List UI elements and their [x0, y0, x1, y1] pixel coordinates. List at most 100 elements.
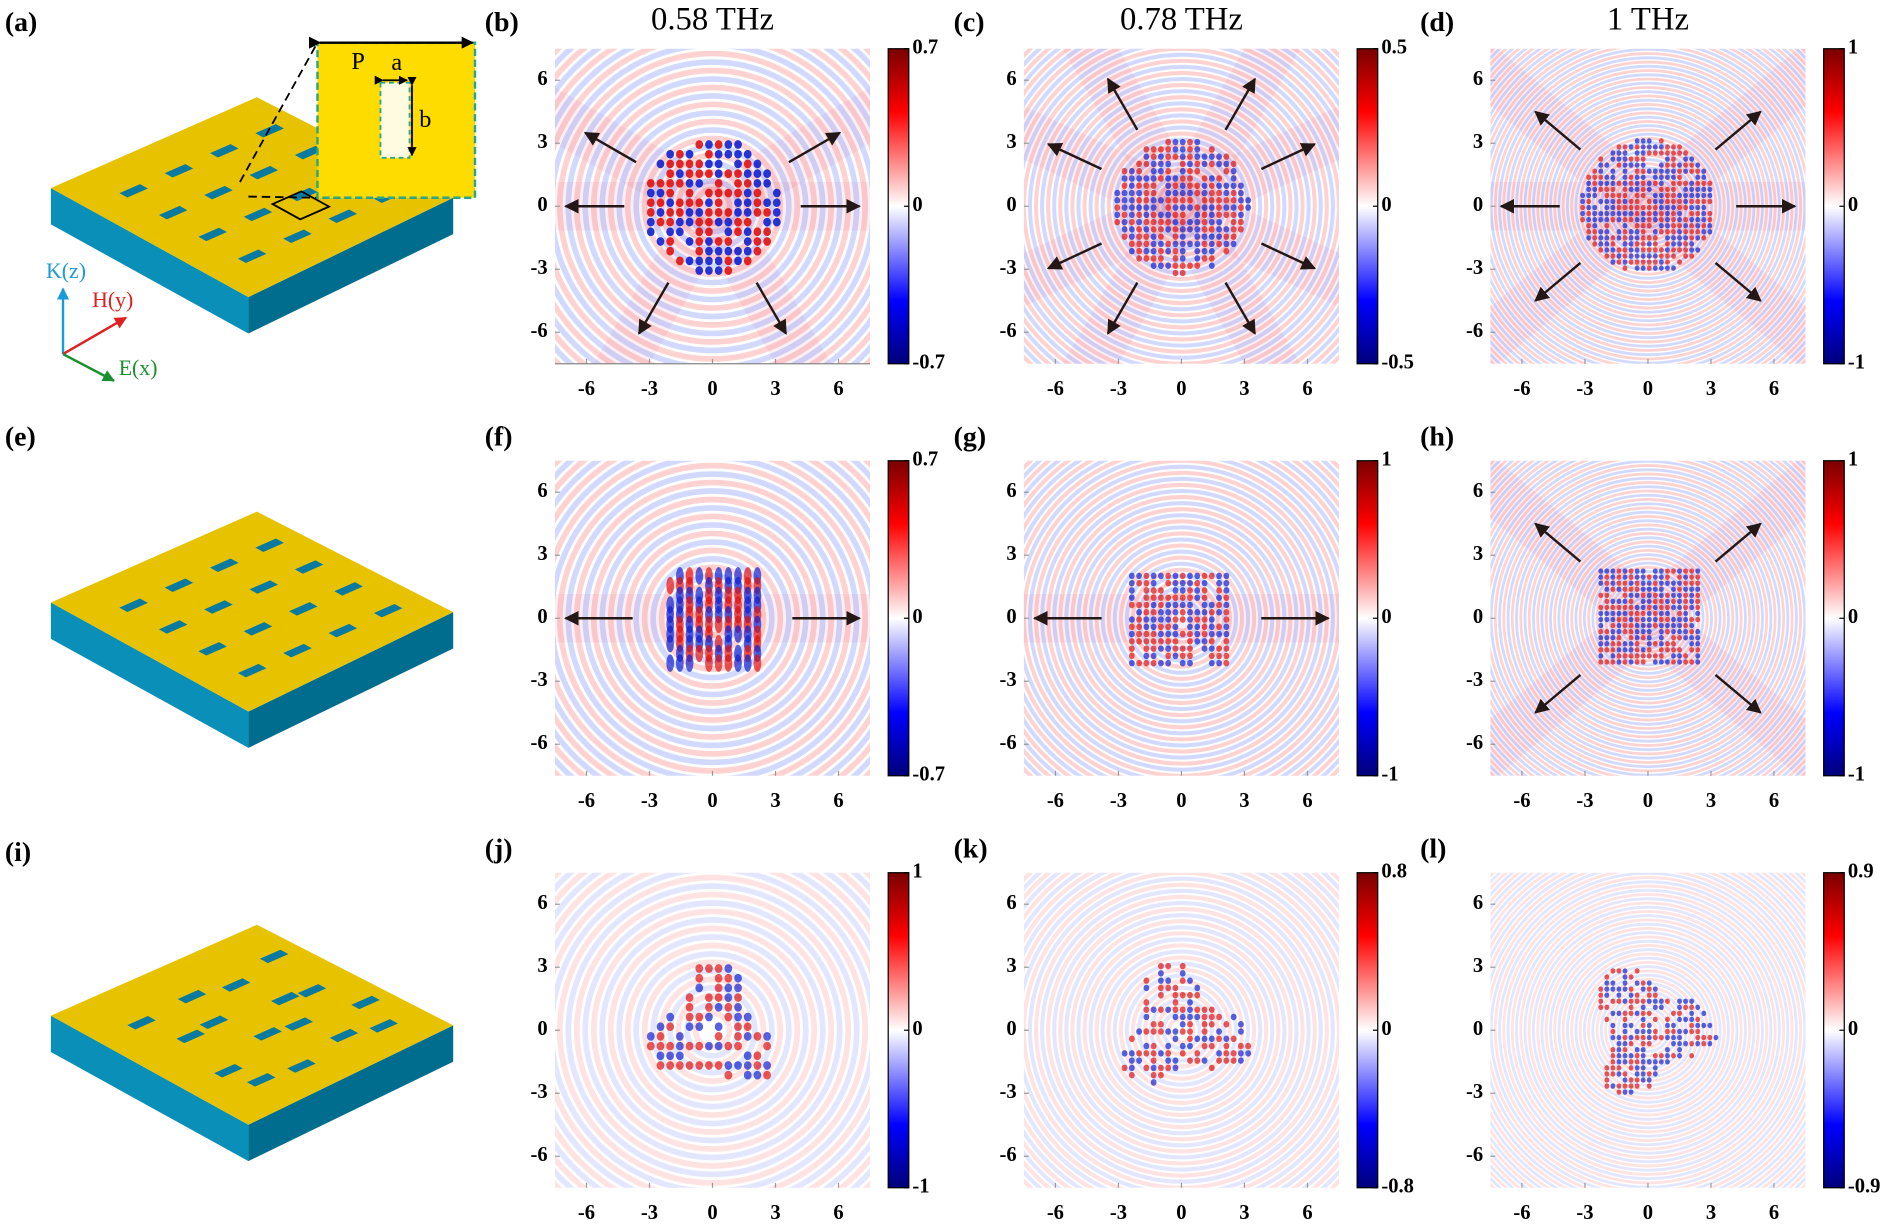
field-spot [1634, 1059, 1640, 1065]
field-spot [1671, 210, 1676, 217]
field-spot [1640, 1053, 1646, 1059]
field-spot [1634, 1077, 1640, 1083]
field-spot [724, 266, 733, 275]
field-spot [1671, 156, 1676, 162]
field-spot [1223, 182, 1230, 190]
field-spot [1616, 150, 1622, 156]
field-spot [724, 973, 733, 983]
field-spot [1223, 645, 1230, 652]
field-spot [1640, 180, 1646, 187]
x-tick-label: 0 [1643, 1202, 1653, 1224]
field-spot [743, 1032, 752, 1041]
field-spot [705, 654, 713, 672]
field-spot [1194, 587, 1201, 594]
colorbar-tick-label: 0 [1848, 1018, 1858, 1040]
field-spot [1143, 579, 1150, 587]
field-spot [1586, 198, 1592, 205]
field-map [1490, 460, 1806, 776]
field-spot [1165, 1050, 1172, 1057]
field-spot [734, 993, 742, 1002]
field-spot [1604, 253, 1610, 259]
field-spot [1172, 594, 1179, 601]
field-spot [734, 654, 742, 672]
field-spot [1223, 652, 1230, 660]
field-spot [1689, 253, 1695, 259]
field-spot [1707, 210, 1713, 217]
field-spot [1216, 594, 1222, 601]
field-spot [1223, 1020, 1230, 1028]
field-spot [1150, 1042, 1157, 1050]
wavefront [1570, 540, 1726, 696]
field-spot [1143, 594, 1150, 601]
field-spot [1158, 977, 1164, 984]
field-spot [1201, 189, 1208, 197]
field-spot [1150, 226, 1157, 233]
field-spot [1628, 992, 1634, 998]
field-spot [1628, 235, 1634, 241]
field-spot [1689, 162, 1695, 168]
field-spot [1172, 572, 1179, 580]
x-tick-label: 6 [1769, 378, 1779, 400]
field-spot [1194, 233, 1201, 240]
field-spot [1640, 216, 1646, 223]
field-spot [1665, 204, 1670, 211]
field-spot [1695, 634, 1701, 641]
wavefront [1544, 515, 1752, 722]
field-spot [1689, 998, 1695, 1004]
field-spot [1237, 204, 1244, 211]
field-spot [1158, 153, 1164, 160]
field-spot [1610, 998, 1616, 1004]
field-spot [1194, 153, 1201, 160]
field-spot [1194, 572, 1201, 580]
field-spot [734, 1061, 742, 1070]
field-spot [1586, 180, 1592, 187]
field-spot [1658, 253, 1664, 259]
field-spot [695, 169, 704, 178]
wavefront [1523, 905, 1773, 1155]
field-spot [1628, 156, 1634, 162]
field-spot [1223, 579, 1230, 587]
field-spot [1646, 628, 1652, 635]
field-spot [646, 178, 655, 188]
field-spot [1179, 616, 1186, 623]
field-spot [1616, 580, 1622, 586]
field-spot [666, 169, 675, 178]
field-spot [1701, 1010, 1707, 1017]
wavefront [650, 144, 775, 269]
field-spot [1646, 580, 1652, 586]
field-spot [1586, 235, 1592, 241]
field-spot [1701, 186, 1707, 193]
field-spot [1701, 192, 1707, 199]
x-axis [62, 353, 115, 382]
field-spot [1598, 653, 1604, 659]
field-spot [1128, 1071, 1135, 1079]
field-spot [1179, 175, 1186, 182]
field-spot [1610, 204, 1616, 211]
field-spot [1165, 211, 1172, 219]
field-spot [1201, 579, 1208, 587]
y-tick-label: -6 [999, 1144, 1016, 1166]
field-spot [724, 246, 733, 256]
wavefront [641, 135, 784, 277]
field-spot [1658, 186, 1664, 193]
slot [255, 124, 284, 138]
field-spot [1671, 616, 1676, 623]
wavefront [1578, 548, 1718, 688]
field-spot [1172, 623, 1179, 631]
field-spot [1136, 240, 1143, 248]
field-spot [1150, 197, 1157, 204]
slot [119, 184, 148, 198]
field-spot [1208, 1020, 1215, 1028]
field-spot [753, 237, 762, 246]
field-spot [1628, 653, 1634, 659]
field-spot [1128, 630, 1135, 638]
field-spot [1230, 182, 1237, 190]
field-spot [1187, 594, 1193, 601]
field-spot [1683, 216, 1689, 223]
field-spot [1158, 659, 1164, 667]
field-spot [1658, 229, 1664, 235]
wavefront [1591, 561, 1705, 675]
field-map [1490, 48, 1806, 364]
field-spot [1652, 659, 1658, 665]
field-spot [1622, 204, 1628, 211]
